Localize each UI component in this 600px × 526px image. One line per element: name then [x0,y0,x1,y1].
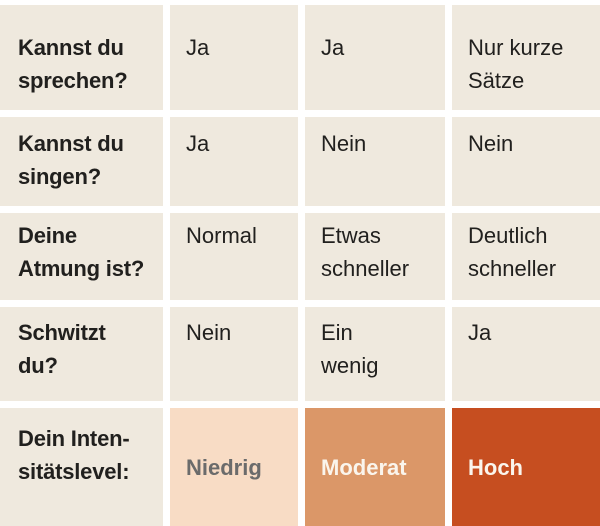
intensity-level-hoch: Hoch [452,408,600,526]
intensity-level-niedrig: Niedrig [170,408,298,526]
question-cell-sweat: Schwitzt du? [0,307,163,401]
answer-cell-sweat-low: Nein [170,307,298,401]
answer-cell-speak-low: Ja [170,5,298,110]
intensity-label-cell: Dein Inten- sitätslevel: [0,408,163,526]
question-cell-speak: Kannst du sprechen? [0,5,163,110]
question-cell-breathing: Deine Atmung ist? [0,213,163,300]
question-cell-sing: Kannst du singen? [0,117,163,206]
answer-cell-breathing-high: Deutlich schneller [452,213,600,300]
answer-cell-sing-moderate: Nein [305,117,445,206]
answer-cell-speak-high: Nur kurze Sätze [452,5,600,110]
answer-cell-speak-moderate: Ja [305,5,445,110]
answer-cell-breathing-moderate: Etwas schneller [305,213,445,300]
answer-cell-breathing-low: Normal [170,213,298,300]
answer-cell-sing-low: Ja [170,117,298,206]
answer-cell-sweat-high: Ja [452,307,600,401]
answer-cell-sing-high: Nein [452,117,600,206]
answer-cell-sweat-moderate: Ein wenig [305,307,445,401]
intensity-level-moderat: Moderat [305,408,445,526]
